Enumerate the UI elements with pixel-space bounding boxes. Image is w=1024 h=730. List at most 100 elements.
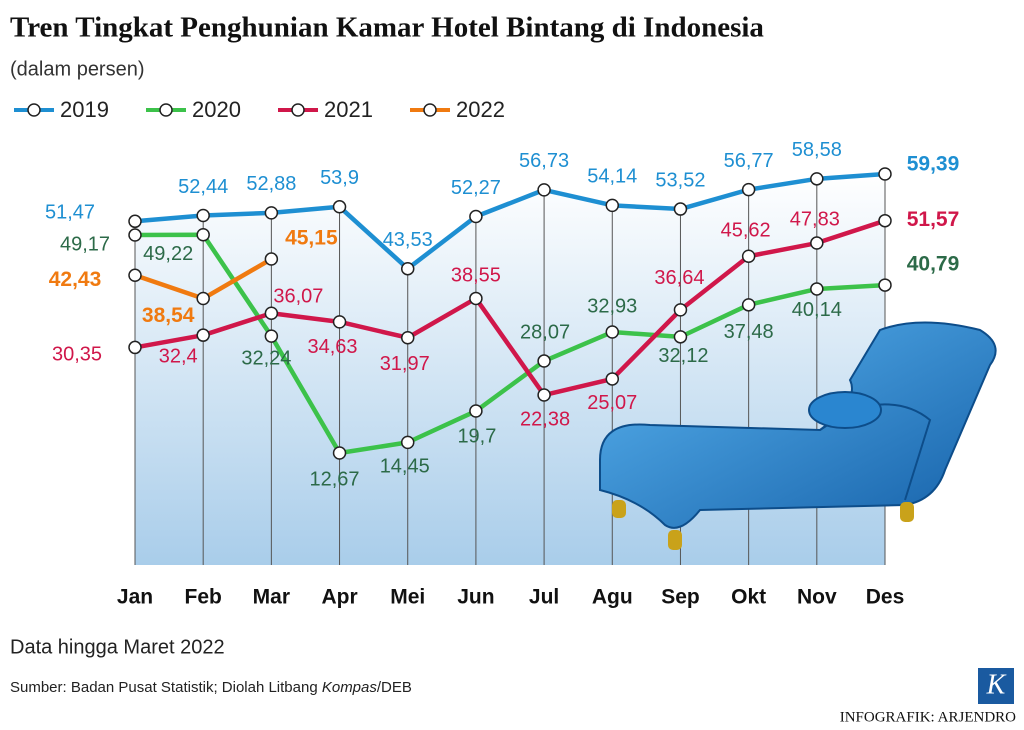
x-tick-label: Feb	[185, 586, 222, 609]
point	[400, 435, 415, 450]
source: Sumber: Badan Pusat Statistik; Diolah Li…	[10, 679, 412, 696]
logo-box	[978, 668, 1014, 704]
x-tick-label: Agu	[592, 586, 633, 609]
data-label: 52,27	[451, 177, 501, 199]
point	[605, 325, 620, 339]
point	[128, 228, 142, 242]
source-part: Sumber: Badan Pusat Statistik; Diolah Li…	[10, 679, 322, 696]
legend-label: 2021	[324, 97, 373, 122]
data-label: 43,53	[383, 229, 433, 251]
chart-subtitle: (dalam persen)	[10, 58, 145, 80]
x-tick-label: Sep	[661, 586, 700, 609]
data-label: 47,83	[790, 208, 840, 230]
data-label: 52,88	[246, 173, 296, 195]
legend-marker	[423, 103, 437, 117]
point	[264, 329, 279, 343]
point	[810, 236, 824, 250]
point	[537, 388, 551, 402]
data-label: 45,15	[285, 227, 338, 250]
point	[741, 182, 756, 197]
data-label: 52,44	[178, 176, 228, 198]
data-label: 32,93	[587, 295, 637, 317]
chart-title: Tren Tingkat Penghunian Kamar Hotel Bint…	[10, 12, 764, 44]
point	[673, 202, 688, 216]
point	[400, 261, 415, 276]
source-part: /DEB	[377, 679, 412, 696]
data-label: 30,35	[52, 344, 102, 366]
data-label: 36,07	[273, 286, 323, 308]
point	[128, 268, 142, 283]
data-label: 36,64	[654, 267, 704, 289]
point	[537, 183, 551, 197]
point	[332, 200, 347, 214]
legend-marker	[291, 103, 305, 117]
data-label: 56,77	[724, 150, 774, 172]
x-tick-label: Mei	[390, 586, 425, 609]
logo: K	[986, 669, 1007, 700]
x-tick-label: Apr	[321, 586, 357, 609]
point	[673, 303, 688, 317]
data-label: 32,12	[658, 345, 708, 367]
x-tick-label: Jun	[457, 586, 494, 609]
point	[196, 208, 210, 223]
data-label: 32,24	[241, 347, 291, 369]
point	[469, 404, 483, 418]
point	[332, 315, 347, 329]
point	[878, 278, 892, 292]
credit: INFOGRAFIK: ARJENDRO	[840, 709, 1016, 725]
legend-marker	[27, 103, 41, 117]
x-tick-label: Jan	[117, 586, 153, 609]
data-label: 53,9	[320, 167, 359, 189]
point	[605, 372, 620, 386]
point	[469, 291, 483, 306]
point	[128, 340, 142, 355]
x-tick-label: Jul	[529, 586, 559, 609]
data-label: 45,62	[721, 220, 771, 242]
data-label: 49,17	[60, 233, 110, 255]
data-label: 59,39	[907, 153, 960, 176]
point	[878, 167, 892, 181]
data-label: 58,58	[792, 139, 842, 161]
legend-marker	[159, 103, 173, 117]
point	[196, 227, 210, 242]
note: Data hingga Maret 2022	[10, 636, 225, 658]
point	[537, 354, 551, 368]
data-label: 49,22	[143, 243, 193, 265]
point	[673, 330, 688, 344]
x-tick-label: Mar	[253, 586, 290, 609]
data-label: 42,43	[49, 268, 102, 291]
data-label: 53,52	[655, 169, 705, 191]
data-label: 40,14	[792, 299, 842, 321]
point	[196, 328, 210, 342]
point	[196, 291, 210, 306]
legend-label: 2019	[60, 97, 109, 122]
point	[400, 330, 415, 345]
data-label: 51,57	[907, 208, 960, 231]
legend-label: 2020	[192, 97, 241, 122]
source-part: Kompas	[322, 679, 378, 696]
data-label: 12,67	[310, 468, 360, 490]
data-label: 31,97	[380, 353, 430, 375]
series-line	[134, 171, 886, 271]
data-label: 28,07	[520, 321, 570, 343]
data-label: 37,48	[724, 321, 774, 343]
point	[810, 282, 824, 296]
data-label: 32,4	[159, 345, 198, 367]
data-label: 54,14	[587, 166, 637, 188]
data-label: 14,45	[380, 456, 430, 478]
point	[810, 172, 824, 186]
data-label: 25,07	[587, 392, 637, 414]
point	[605, 198, 620, 213]
point	[264, 206, 279, 220]
data-label: 51,47	[45, 202, 95, 224]
point	[128, 214, 142, 229]
sofa-illustration	[599, 321, 997, 550]
point	[878, 213, 892, 228]
point	[264, 306, 279, 321]
plot: Jan Feb Mar Apr Mei Jun Jul Agu Sep Okt Nov Des 51,4…	[45, 139, 959, 608]
data-label: 56,73	[519, 150, 569, 172]
data-label: 40,79	[907, 253, 960, 276]
data-label: 19,7	[457, 425, 496, 447]
legend-label: 2022	[456, 97, 505, 122]
